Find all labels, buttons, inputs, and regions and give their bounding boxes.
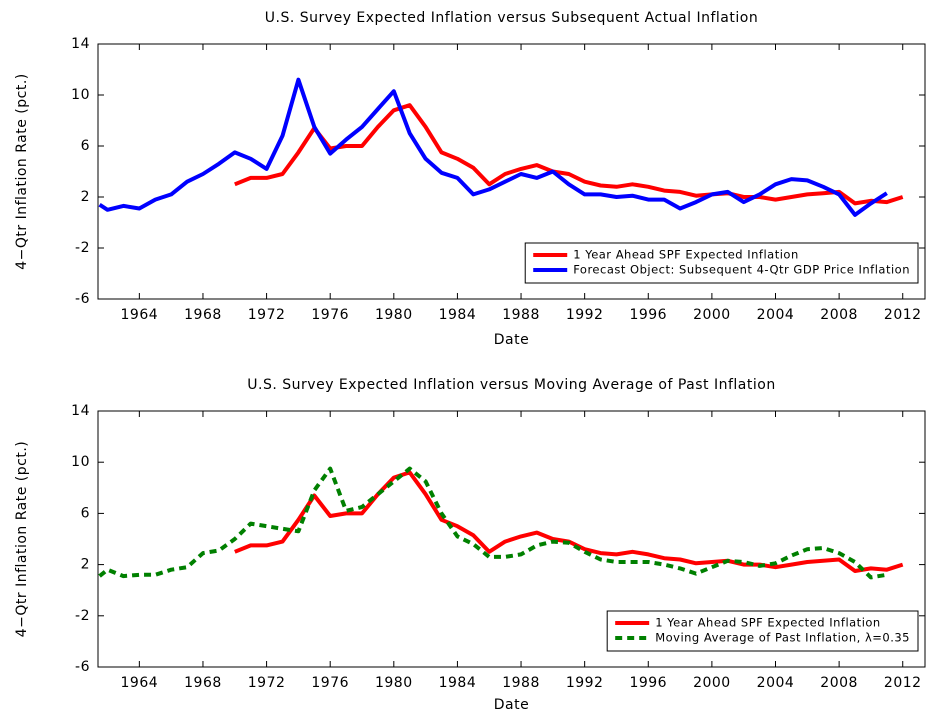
x-tick-label: 2012 — [884, 307, 922, 323]
y-tick-label: -2 — [75, 608, 90, 624]
series-line — [234, 103, 904, 206]
y-tick-label: 2 — [81, 557, 90, 573]
y-tick-label: -6 — [75, 659, 90, 675]
plot-frame — [97, 43, 926, 300]
x-tick-label: 2008 — [820, 675, 858, 691]
x-tick-label: 1976 — [311, 675, 349, 691]
x-tick-label: 2004 — [757, 675, 795, 691]
x-tick-label: 2012 — [884, 675, 922, 691]
x-tick-label: 1980 — [375, 675, 413, 691]
y-tick-label: 14 — [71, 36, 90, 52]
x-tick-label: 1980 — [375, 307, 413, 323]
series-line — [98, 466, 888, 580]
x-tick-label: 1988 — [502, 307, 540, 323]
x-tick-label: 1972 — [248, 307, 286, 323]
legend: 1 Year Ahead SPF Expected InflationForec… — [524, 242, 919, 284]
x-tick-label: 1964 — [121, 307, 159, 323]
legend-box — [524, 242, 919, 284]
y-tick-label: 10 — [71, 454, 90, 470]
x-tick-label: 2004 — [757, 307, 795, 323]
y-tick-label: 6 — [81, 138, 90, 154]
legend-label: 1 Year Ahead SPF Expected Inflation — [573, 248, 799, 262]
x-tick-label: 1972 — [248, 675, 286, 691]
y-axis-label: 4−Qtr Inflation Rate (pct.) — [14, 441, 30, 638]
legend-label: Forecast Object: Subsequent 4-Qtr GDP Pr… — [573, 263, 910, 277]
x-axis-label: Date — [494, 332, 529, 348]
y-tick-label: 2 — [81, 189, 90, 205]
plot-frame — [97, 410, 926, 668]
x-tick-label: 1984 — [439, 307, 477, 323]
y-tick-label: 6 — [81, 505, 90, 521]
y-tick-label: -6 — [75, 291, 90, 307]
x-tick-label: 1992 — [566, 675, 604, 691]
x-tick-label: 1992 — [566, 307, 604, 323]
x-axis-label: Date — [494, 697, 529, 713]
x-tick-label: 1968 — [184, 307, 222, 323]
x-tick-label: 2000 — [693, 675, 731, 691]
y-tick-label: -2 — [75, 240, 90, 256]
x-tick-label: 1968 — [184, 675, 222, 691]
x-tick-label: 2008 — [820, 307, 858, 323]
series-line — [234, 470, 904, 573]
x-tick-label: 1996 — [629, 307, 667, 323]
y-tick-label: 10 — [71, 87, 90, 103]
x-tick-label: 1976 — [311, 307, 349, 323]
x-tick-label: 1984 — [439, 675, 477, 691]
x-tick-label: 1964 — [121, 675, 159, 691]
series-line — [98, 77, 888, 217]
x-tick-label: 1996 — [629, 675, 667, 691]
y-axis-label: 4−Qtr Inflation Rate (pct.) — [14, 73, 30, 270]
legend-label: Moving Average of Past Inflation, λ=0.35 — [655, 631, 910, 645]
chart-title: U.S. Survey Expected Inflation versus Mo… — [247, 377, 775, 393]
legend-label: 1 Year Ahead SPF Expected Inflation — [655, 616, 881, 630]
x-tick-label: 2000 — [693, 307, 731, 323]
chart-title: U.S. Survey Expected Inflation versus Su… — [265, 10, 758, 26]
legend-box — [606, 610, 919, 652]
x-tick-label: 1988 — [502, 675, 540, 691]
legend: 1 Year Ahead SPF Expected InflationMovin… — [606, 610, 919, 652]
y-tick-label: 14 — [71, 403, 90, 419]
